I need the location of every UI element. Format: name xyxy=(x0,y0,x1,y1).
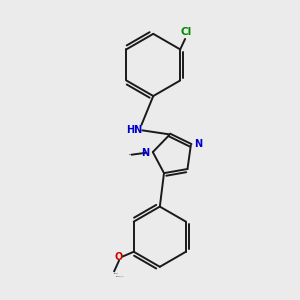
Text: O: O xyxy=(115,252,123,262)
Text: methyl_end: methyl_end xyxy=(116,275,124,277)
Text: HN: HN xyxy=(126,125,142,135)
Text: N: N xyxy=(142,148,150,158)
Text: methyl: methyl xyxy=(114,273,119,274)
Text: N: N xyxy=(194,139,202,149)
Text: methyl: methyl xyxy=(129,154,134,155)
Text: Cl: Cl xyxy=(180,27,191,37)
